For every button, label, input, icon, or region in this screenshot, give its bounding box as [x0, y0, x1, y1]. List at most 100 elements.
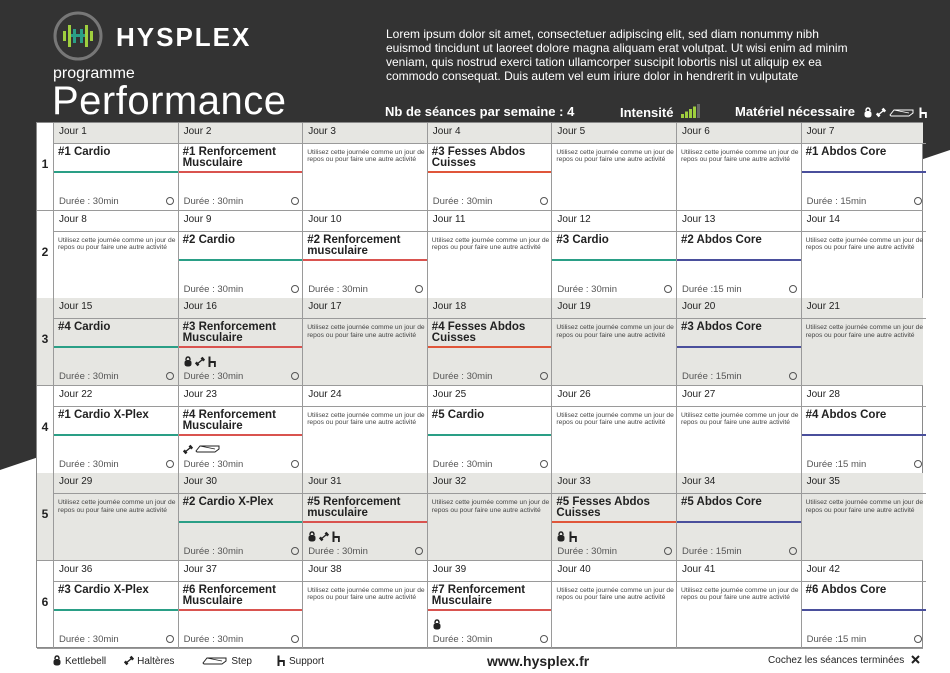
completion-checkbox[interactable]: [913, 459, 922, 468]
session-type-bar: [801, 171, 926, 173]
week-row: 4 Jour 22 #1 Cardio X-Plex Durée : 30min Jou…: [37, 385, 926, 474]
day-cell: Jour 5 Utilisez cette journée comme un jo…: [551, 123, 677, 211]
session-type-bar: [303, 521, 428, 524]
completion-checkbox[interactable]: [913, 635, 922, 643]
session-equipment: [432, 619, 444, 631]
day-cell: Jour 41 Utilisez cette journée comme un j…: [676, 561, 801, 649]
day-cell: Jour 25 #5 Cardio Durée : 30min: [426, 385, 552, 474]
session-type-bar: [303, 258, 428, 261]
day-label: Jour 7: [806, 126, 835, 137]
day-cell: Jour 36 #3 Cardio X-Plex Durée : 30min: [53, 561, 178, 649]
week-number: 5: [41, 507, 49, 522]
website-link[interactable]: www.hysplex.fr: [487, 653, 590, 669]
session-name: #2 Abdos Core: [681, 233, 762, 246]
rest-day-text: Utilisez cette journée comme un jour de …: [307, 411, 425, 427]
day-divider: [427, 230, 552, 232]
session-name: #2 Renforcement musculaire: [307, 233, 401, 257]
completion-checkbox[interactable]: [290, 459, 299, 468]
legend-item-support: Support: [276, 655, 324, 667]
day-divider: [677, 318, 801, 320]
day-divider: [54, 318, 178, 320]
day-cell: Jour 24 Utilisez cette journée comme un j…: [302, 385, 428, 474]
day-divider: [552, 230, 677, 232]
page-title: Performance: [52, 79, 287, 123]
completion-checkbox[interactable]: [166, 635, 174, 643]
completion-checkbox[interactable]: [415, 547, 424, 556]
session-duration: Durée :15 min: [682, 283, 742, 295]
completion-checkbox[interactable]: [539, 459, 548, 468]
day-label: Jour 29: [59, 476, 93, 488]
session-name: #3 Cardio X-Plex: [58, 584, 149, 596]
completion-checkbox[interactable]: [290, 197, 299, 205]
day-cell: Jour 15 #4 Cardio Durée : 30min: [53, 298, 178, 387]
completion-checkbox[interactable]: [166, 372, 174, 381]
rest-day-text: Utilisez cette journée comme un jour de …: [556, 324, 674, 339]
session-type-bar: [54, 171, 178, 173]
day-label: Jour 32: [432, 476, 467, 488]
session-duration: Durée : 30min: [432, 634, 493, 645]
day-cell: Jour 1 #1 Cardio Durée : 30min: [53, 123, 178, 211]
day-cell: Jour 39 #7 Renforcement Musculaire Durée :…: [426, 561, 552, 649]
day-label: Jour 3: [308, 126, 336, 137]
completion-checkbox[interactable]: [539, 372, 548, 381]
kettlebell-icon: [308, 531, 316, 542]
week-number: 2: [41, 244, 49, 259]
sessions-per-week: Nb de séances par semaine : 4: [385, 104, 575, 119]
support-icon: [569, 531, 578, 543]
day-divider: [303, 493, 428, 495]
day-divider: [801, 581, 926, 582]
session-type-bar: [677, 521, 801, 524]
day-divider: [801, 493, 926, 495]
day-label: Jour 19: [557, 301, 591, 313]
day-divider: [801, 143, 926, 144]
session-name: #5 Abdos Core: [681, 496, 762, 509]
day-label: Jour 25: [432, 388, 467, 400]
session-type-bar: [54, 346, 178, 349]
session-name: #4 Renforcement Musculaire: [182, 408, 276, 432]
completion-checkbox[interactable]: [789, 284, 797, 293]
completion-checkbox[interactable]: [664, 284, 673, 293]
kettlebell-icon: [433, 619, 441, 630]
completion-checkbox[interactable]: [290, 372, 299, 381]
completion-checkbox[interactable]: [290, 284, 299, 293]
day-label: Jour 12: [557, 213, 591, 225]
completion-checkbox[interactable]: [664, 547, 673, 556]
rest-day-text: Utilisez cette journée comme un jour de …: [431, 499, 550, 514]
calendar-grid: 1 Jour 1 #1 Cardio Durée : 30min Jour 2 #1 Re…: [36, 122, 926, 649]
day-label: Jour 1: [59, 126, 87, 137]
day-cell: Jour 2 #1 Renforcement Musculaire Durée : …: [177, 123, 303, 211]
completion-checkbox[interactable]: [290, 635, 299, 643]
day-divider: [552, 318, 677, 320]
session-name: #4 Fesses Abdos Cuisses: [431, 321, 526, 345]
day-label: Jour 9: [183, 213, 212, 225]
session-equipment: [182, 444, 223, 456]
day-cell: Jour 16 #3 Renforcement Musculaire Durée :…: [177, 298, 303, 387]
day-divider: [303, 581, 428, 582]
completion-checkbox[interactable]: [290, 547, 299, 556]
day-cell: Jour 23 #4 Renforcement Musculaire Durée :…: [177, 385, 303, 474]
brand-logo[interactable]: HYSPLEX: [52, 10, 252, 62]
completion-checkbox[interactable]: [539, 635, 548, 643]
completion-checkbox[interactable]: [913, 197, 922, 205]
day-cell: Jour 13 #2 Abdos Core Durée :15 min: [676, 210, 801, 299]
day-label: Jour 4: [432, 126, 461, 137]
session-type-bar: [178, 433, 303, 436]
day-header-strip: [53, 123, 923, 143]
rest-day-text: Utilisez cette journée comme un jour de …: [431, 236, 550, 251]
completion-checkbox[interactable]: [789, 372, 797, 381]
halteres-icon: [319, 532, 330, 542]
week-number: 4: [41, 419, 49, 434]
completion-checkbox[interactable]: [415, 284, 424, 293]
rest-day-text: Utilisez cette journée comme un jour de …: [805, 236, 924, 251]
day-label: Jour 16: [183, 301, 217, 313]
completion-checkbox[interactable]: [166, 459, 174, 468]
session-type-bar: [427, 433, 552, 436]
day-divider: [54, 143, 178, 144]
rest-day-text: Utilisez cette journée comme un jour de …: [58, 236, 176, 251]
completion-checkbox[interactable]: [539, 197, 548, 205]
day-divider: [178, 581, 303, 582]
completion-checkbox[interactable]: [166, 197, 174, 205]
completion-checkbox[interactable]: [789, 547, 797, 556]
legend-label: Step: [231, 656, 252, 667]
check-note-text: Cochez les séances terminées: [768, 655, 905, 666]
